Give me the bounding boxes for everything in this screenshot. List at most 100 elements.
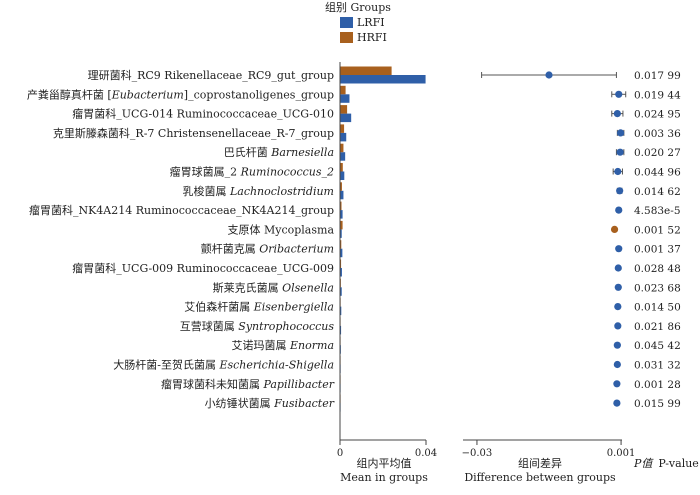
diff-point <box>610 225 619 233</box>
taxon-label-sci: Ruminococcaceae_NK4A214_group <box>136 204 334 217</box>
bar-lrfi <box>340 248 343 258</box>
bar-hrfi <box>340 240 342 249</box>
taxon-label-cn: 颤杆菌克属 <box>201 242 260 256</box>
p-value: 0.024 95 <box>634 109 681 121</box>
bar-hrfi <box>340 201 342 211</box>
taxon-label: 瘤胃球菌属_2 Ruminococcus_2 <box>170 165 334 179</box>
taxon-label-cn: 大肠杆菌-至贺氏菌属 <box>113 358 219 372</box>
legend-label-lrfi: LRFI <box>357 16 385 29</box>
bar-lrfi <box>340 325 342 335</box>
taxon-label: 颤杆菌克属 Oribacterium <box>201 242 334 256</box>
bar-lrfi <box>340 94 350 103</box>
taxon-label: 瘤胃菌科_UCG-009 Ruminococcaceae_UCG-009 <box>72 261 334 275</box>
taxon-label-sci: Mycoplasma <box>264 223 334 236</box>
taxon-label: 瘤胃球菌科未知菌属 Papillibacter <box>161 377 335 391</box>
diff-point <box>614 167 622 176</box>
bar-hrfi <box>340 220 343 230</box>
p-value: 0.023 68 <box>634 282 681 294</box>
p-value: 4.583e-5 <box>634 205 681 217</box>
mean-xlabel-cn: 组内平均值 <box>357 456 412 470</box>
taxon-label: 艾诺玛菌属 Enorma <box>232 339 334 352</box>
bar-hrfi <box>340 259 342 268</box>
taxon-label-cn: 瘤胃球菌属_2 <box>170 165 241 179</box>
taxon-label-cn: 乳梭菌属 <box>182 184 230 198</box>
bar-hrfi <box>340 124 345 133</box>
taxon-label-cn: 瘤胃球菌科未知菌属 <box>161 377 264 391</box>
taxon-label: 小纺锤状菌属 Fusibacter <box>205 396 335 410</box>
taxon-label-cn: 互营球菌属 <box>180 319 239 333</box>
taxon-label-cn: 艾伯森杆菌属 <box>184 300 254 314</box>
bar-lrfi <box>340 190 344 200</box>
p-value: 0.014 62 <box>634 186 681 198</box>
bar-hrfi <box>340 163 343 172</box>
bar-lrfi <box>340 229 342 238</box>
diff-point <box>615 206 623 214</box>
taxon-label: 巴氏杆菌 Barnesiella <box>224 145 334 159</box>
diff-point <box>613 341 621 349</box>
legend: 组别 Groups LRFI HRFI <box>325 0 391 44</box>
bar-hrfi <box>340 105 348 114</box>
taxon-label-cn: 支原体 <box>227 222 264 236</box>
bar-hrfi <box>340 182 342 191</box>
legend-label-hrfi: HRFI <box>357 31 387 44</box>
taxon-label: 支原体 Mycoplasma <box>227 222 334 236</box>
bar-lrfi <box>340 268 342 277</box>
diff-point <box>614 264 622 272</box>
taxon-label-sci: Fusibacter <box>273 397 335 410</box>
taxon-label-cn: 艾诺玛菌属 <box>232 339 291 352</box>
taxon-label-cn: 瘤胃菌科_NK4A214 <box>29 203 136 217</box>
p-value: 0.028 48 <box>634 263 681 275</box>
p-value: 0.001 28 <box>634 379 681 391</box>
diff-point <box>616 187 624 195</box>
bar-hrfi <box>340 66 392 75</box>
p-value: 0.020 27 <box>634 147 681 159</box>
taxon-label-sci: Escherichia-Shigella <box>218 359 334 372</box>
bar-lrfi <box>340 75 426 84</box>
taxon-label-sci: Enorma <box>289 339 334 352</box>
svg-text:P值P-value: P值 P-value <box>633 457 699 470</box>
mean-bars <box>339 62 426 440</box>
p-value: 0.001 37 <box>634 244 681 256</box>
diff-tick-label-0: −0.03 <box>462 448 493 459</box>
mean-axis: 0 0.04 组内平均值 Mean in groups <box>337 439 437 484</box>
p-value: 0.019 44 <box>634 89 681 101</box>
taxon-label-sci: Olsenella <box>282 281 334 294</box>
taxon-label-sci: Eisenbergiella <box>253 301 334 314</box>
p-value: 0.003 36 <box>634 128 681 140</box>
difference-points <box>481 71 627 407</box>
taxon-label-cn: 产粪甾醇真杆菌 <box>27 87 108 101</box>
taxon-label-sci: ]_coprostanoligenes_group <box>184 88 334 101</box>
diff-point <box>545 71 553 79</box>
taxon-label: 乳梭菌属 Lachnoclostridium <box>182 184 334 198</box>
diff-xlabel-en: Difference between groups <box>464 471 616 484</box>
taxon-label: 理研菌科_RC9 Rikenellaceae_RC9_gut_group <box>88 68 334 82</box>
taxon-label: 艾伯森杆菌属 Eisenbergiella <box>184 300 334 314</box>
bar-lrfi <box>340 306 342 316</box>
taxon-label-sci: Oribacterium <box>259 243 334 256</box>
taxon-label-sci: Syntrophococcus <box>238 320 334 333</box>
legend-title: 组别 Groups <box>325 0 391 14</box>
taxon-label: 瘤胃菌科_NK4A214 Ruminococcaceae_NK4A214_gro… <box>29 203 334 217</box>
diff-point <box>614 322 622 330</box>
bar-lrfi <box>340 113 352 123</box>
taxon-label-cn: 理研菌科_RC9 <box>88 68 165 82</box>
taxon-label-cn: 巴氏杆菌 <box>224 145 272 159</box>
taxon-label: 互营球菌属 Syntrophococcus <box>180 319 335 333</box>
diff-point <box>613 399 621 407</box>
diff-point <box>613 380 621 388</box>
p-label-en: P-value <box>658 457 698 470</box>
taxon-label-sci: Ruminococcaceae_UCG-010 <box>177 108 334 121</box>
p-value: 0.015 99 <box>634 398 681 410</box>
diff-point <box>613 110 621 118</box>
taxon-label-cn: 瘤胃菌科_UCG-014 <box>72 107 176 121</box>
taxon-label-cn: 斯莱克氏菌属 <box>213 281 283 294</box>
mean-tick-label-1: 0.04 <box>415 448 437 459</box>
diff-point <box>614 303 622 311</box>
mean-xlabel-en: Mean in groups <box>340 471 428 484</box>
taxon-labels: 理研菌科_RC9 Rikenellaceae_RC9_gut_group 产粪甾醇… <box>27 68 335 410</box>
p-value: 0.001 52 <box>634 224 681 236</box>
taxon-label-sci: Ruminococcus_2 <box>240 166 334 179</box>
diff-point <box>617 129 625 137</box>
taxon-label-sci: Christensenellaceae_R-7_group <box>158 127 334 140</box>
p-value: 0.017 99 <box>634 70 681 82</box>
